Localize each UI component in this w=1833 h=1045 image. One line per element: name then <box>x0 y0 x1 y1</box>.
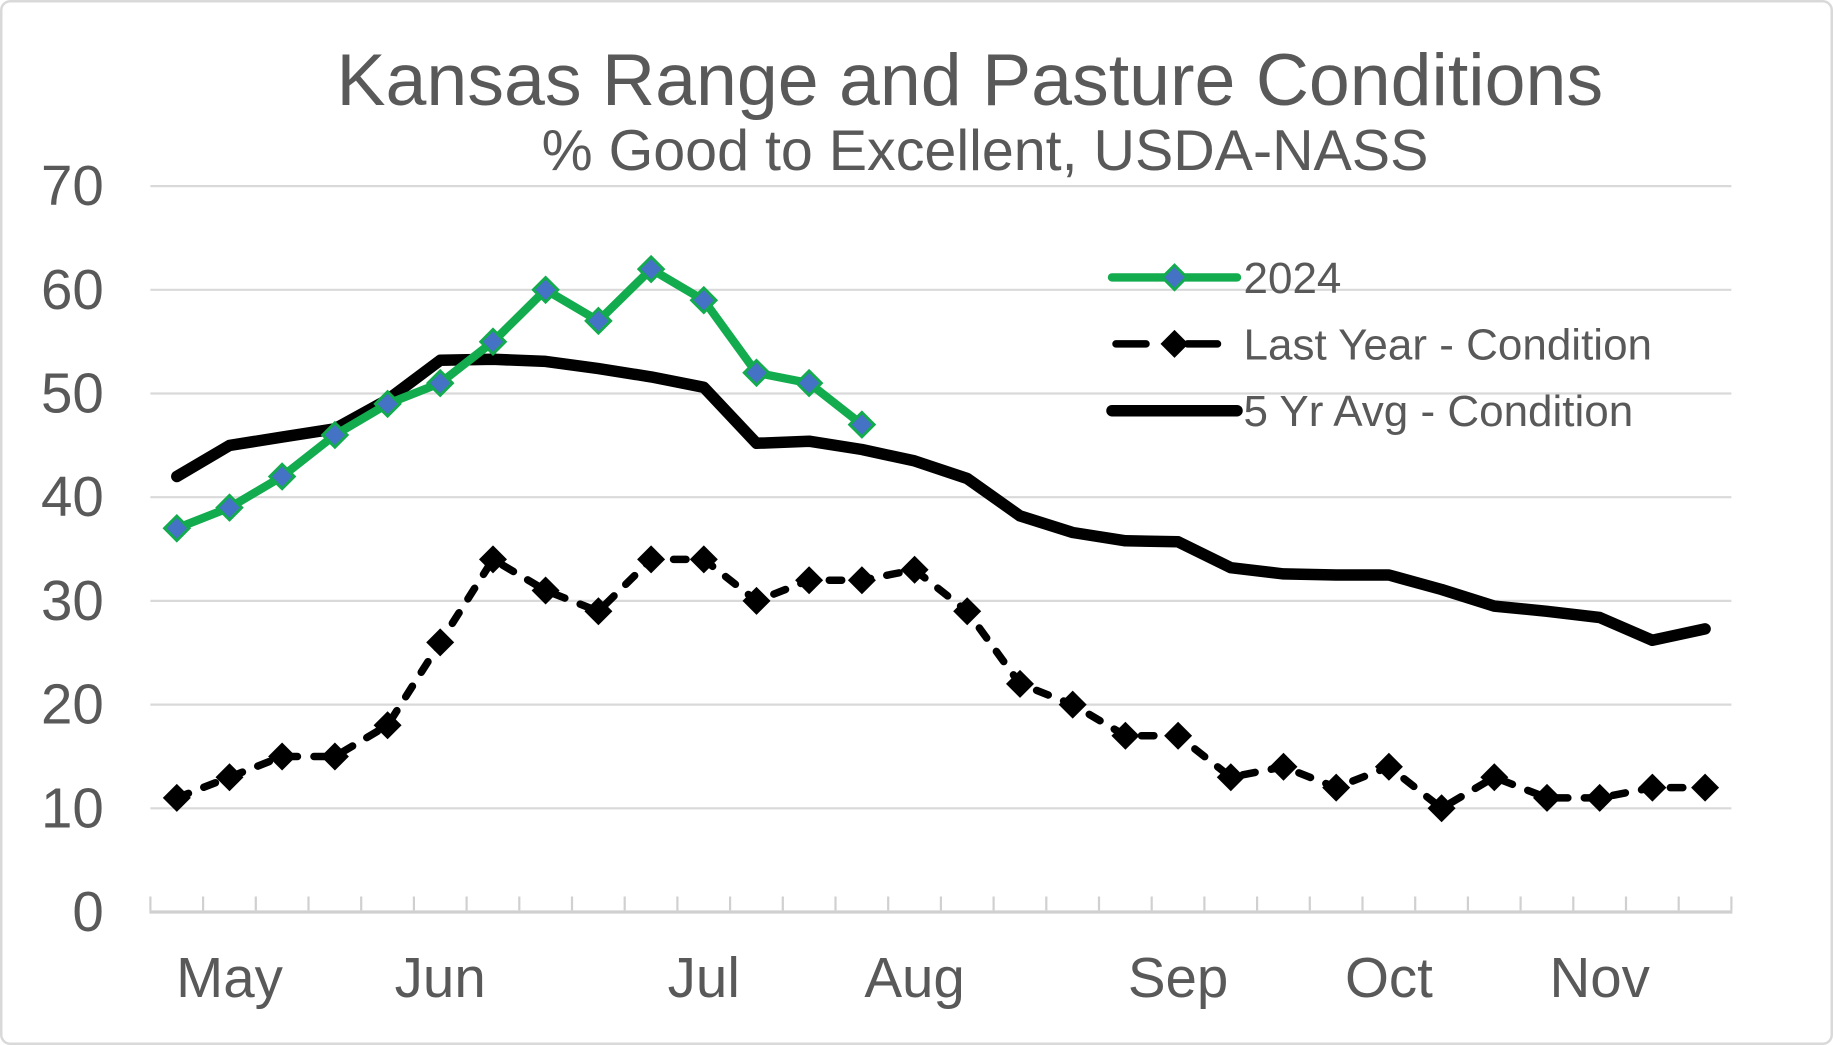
svg-text:0: 0 <box>72 880 103 943</box>
svg-text:20: 20 <box>41 673 104 736</box>
svg-text:5 Yr Avg - Condition: 5 Yr Avg - Condition <box>1244 387 1634 436</box>
svg-text:Kansas Range and Pasture Condi: Kansas Range and Pasture Conditions <box>336 38 1603 121</box>
svg-text:40: 40 <box>41 465 104 528</box>
svg-text:% Good to Excellent, USDA-NASS: % Good to Excellent, USDA-NASS <box>542 119 1429 183</box>
svg-text:Nov: Nov <box>1549 946 1650 1009</box>
svg-text:Sep: Sep <box>1128 946 1229 1009</box>
svg-text:10: 10 <box>41 776 104 839</box>
svg-text:30: 30 <box>41 569 104 632</box>
svg-text:50: 50 <box>41 362 104 425</box>
svg-text:Aug: Aug <box>864 946 965 1009</box>
svg-text:Last Year - Condition: Last Year - Condition <box>1244 320 1653 369</box>
svg-text:70: 70 <box>41 154 104 217</box>
svg-text:May: May <box>176 946 283 1009</box>
svg-text:Jul: Jul <box>668 946 740 1009</box>
svg-text:Jun: Jun <box>395 946 486 1009</box>
svg-text:60: 60 <box>41 258 104 321</box>
svg-text:2024: 2024 <box>1244 254 1342 303</box>
svg-text:Oct: Oct <box>1345 946 1433 1009</box>
